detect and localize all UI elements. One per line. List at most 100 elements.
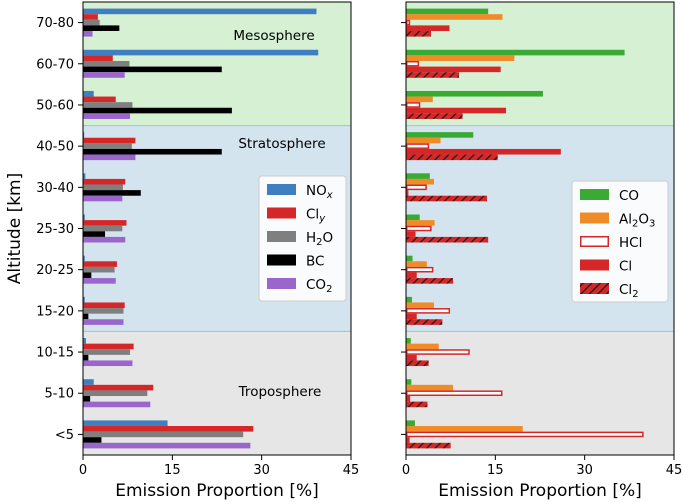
legend-swatch — [267, 207, 296, 219]
legend-swatch — [267, 184, 296, 195]
bar-al2-20-25 — [406, 261, 427, 267]
bar-hcl-30-40 — [406, 184, 427, 191]
bar-co2-40-50 — [83, 154, 136, 161]
bar-co2-60-70 — [83, 72, 125, 78]
bar-co-15-20 — [406, 296, 412, 303]
bar-cl2-10-15 — [406, 360, 429, 367]
bar-cl-10-15 — [406, 354, 417, 361]
bar-h2-10-15 — [83, 349, 131, 355]
bar-cl-25-30 — [406, 231, 416, 237]
legend-label: NOx — [306, 183, 333, 201]
legend-label: Cl2 — [619, 282, 639, 300]
bar-bc-30-40 — [83, 190, 141, 196]
bar-h2-15-20 — [83, 308, 124, 314]
bar-cly-30-40 — [83, 178, 126, 185]
bar-cl2-<5 — [406, 442, 451, 449]
bar-bc-5-10 — [83, 396, 91, 402]
bar-al2-<5 — [406, 426, 523, 432]
bar-co2-70-80 — [83, 30, 93, 37]
x-axis-label: Emission Proportion [%] — [438, 481, 642, 501]
y-tick-label: <5 — [55, 428, 74, 443]
bar-cly-<5 — [83, 426, 254, 432]
legend-swatch — [580, 259, 609, 271]
bar-cly-40-50 — [83, 137, 136, 144]
bar-h2-<5 — [83, 431, 244, 438]
x-tick-label: 30 — [576, 463, 593, 478]
bar-co-60-70 — [406, 49, 625, 56]
bar-al2-5-10 — [406, 384, 454, 391]
legend-right: CO Al2O3 HCl Cl Cl2 — [571, 180, 669, 303]
bar-cly-25-30 — [83, 220, 127, 226]
x-tick-label: 30 — [253, 463, 270, 478]
legend-label: Cl — [619, 259, 632, 275]
bar-cl-<5 — [406, 437, 410, 443]
legend-label: Cly — [306, 207, 326, 225]
x-tick-label: 15 — [487, 463, 504, 478]
legend-swatch — [580, 212, 609, 224]
bar-co2-50-60 — [83, 113, 131, 119]
bar-nox-<5 — [83, 420, 168, 427]
legend-swatch — [580, 283, 609, 294]
x-axis-label: Emission Proportion [%] — [115, 481, 319, 501]
x-tick-label: 0 — [402, 463, 410, 478]
region-label-stratosphere: Stratosphere — [238, 136, 325, 152]
bar-co2-15-20 — [83, 319, 124, 325]
bar-nox-70-80 — [83, 8, 317, 15]
bar-hcl-50-60 — [406, 102, 421, 108]
region-label-troposphere: Troposphere — [238, 384, 322, 400]
bar-hcl-40-50 — [406, 143, 430, 149]
bar-cl2-50-60 — [406, 113, 463, 119]
bar-cly-70-80 — [83, 14, 98, 20]
bar-co2-10-15 — [83, 360, 133, 367]
bar-h2-40-50 — [83, 143, 132, 149]
bar-hcl-25-30 — [406, 225, 432, 232]
bar-nox-10-15 — [83, 338, 86, 344]
bar-cly-50-60 — [83, 96, 116, 103]
bar-cl2-70-80 — [406, 30, 432, 37]
bar-co2-30-40 — [83, 195, 123, 202]
bar-hcl-60-70 — [406, 60, 420, 67]
legend-swatch — [267, 278, 296, 289]
legend-label: CO2 — [306, 277, 332, 295]
bar-cl-5-10 — [406, 396, 411, 402]
bar-cly-20-25 — [83, 261, 117, 267]
bar-h2-70-80 — [83, 19, 100, 26]
bar-co-10-15 — [406, 338, 411, 344]
bar-hcl-10-15 — [406, 349, 470, 355]
legend-swatch — [580, 236, 609, 247]
legend-swatch — [580, 189, 609, 200]
bar-cl2-25-30 — [406, 236, 489, 243]
bar-hcl-20-25 — [406, 266, 434, 273]
y-tick-label: 25-30 — [36, 222, 74, 237]
bar-bc-<5 — [83, 437, 102, 443]
bar-nox-25-30 — [83, 214, 85, 221]
bar-hcl-5-10 — [406, 390, 503, 397]
bar-cl-30-40 — [406, 190, 409, 196]
region-label-mesosphere: Mesosphere — [233, 28, 314, 44]
bar-cl2-15-20 — [406, 319, 443, 325]
y-tick-label: 20-25 — [36, 263, 74, 278]
legend-label: HCl — [619, 235, 642, 251]
bar-cly-10-15 — [83, 343, 134, 350]
bar-cly-60-70 — [83, 55, 113, 61]
bar-bc-10-15 — [83, 354, 89, 361]
bar-co2-5-10 — [83, 401, 151, 408]
bar-co-70-80 — [406, 8, 489, 15]
bar-cl-60-70 — [406, 66, 501, 73]
bar-nox-5-10 — [83, 379, 94, 385]
bar-cl2-5-10 — [406, 401, 428, 408]
y-tick-label: 40-50 — [36, 140, 74, 155]
bar-bc-70-80 — [83, 25, 120, 31]
bar-cl2-40-50 — [406, 154, 498, 161]
bar-co2-20-25 — [83, 278, 116, 284]
bar-al2-60-70 — [406, 55, 515, 61]
bar-h2-20-25 — [83, 266, 115, 273]
y-axis-label: Altitude [km] — [5, 173, 25, 285]
bar-bc-20-25 — [83, 272, 92, 279]
bar-al2-10-15 — [406, 343, 439, 350]
bar-al2-15-20 — [406, 302, 434, 309]
bar-al2-25-30 — [406, 220, 435, 226]
bar-nox-60-70 — [83, 49, 319, 56]
bar-h2-50-60 — [83, 102, 133, 108]
